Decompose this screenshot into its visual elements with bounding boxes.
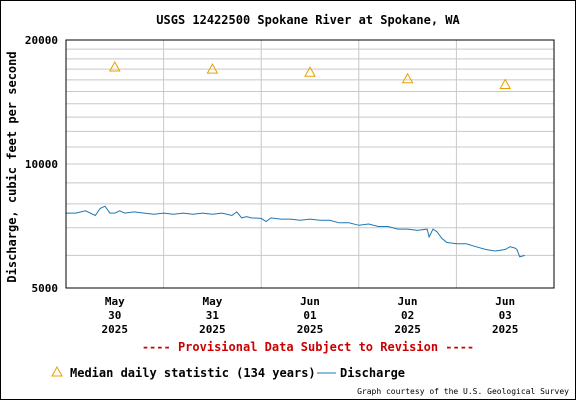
x-tick-label: 03	[499, 309, 512, 322]
discharge-series	[66, 205, 525, 258]
x-tick-label: Jun	[398, 295, 418, 308]
legend-discharge-label: Discharge	[340, 366, 405, 380]
credit-text: Graph courtesy of the U.S. Geological Su…	[357, 387, 569, 396]
y-tick-label: 20000	[25, 34, 58, 47]
x-tick-label: 2025	[297, 323, 324, 336]
plot-border	[65, 39, 555, 289]
grid-lines	[66, 39, 554, 289]
x-tick-label: 01	[303, 309, 317, 322]
x-tick-label: 2025	[102, 323, 129, 336]
median-point	[206, 63, 219, 74]
legend-median-label: Median daily statistic (134 years)	[70, 366, 316, 380]
provisional-note: ---- Provisional Data Subject to Revisio…	[142, 340, 474, 354]
x-tick-label: 31	[206, 309, 220, 322]
x-axis-ticks: May302025May312025Jun012025Jun022025Jun0…	[102, 295, 519, 336]
discharge-line	[66, 205, 525, 258]
median-point	[108, 60, 121, 72]
y-axis-ticks: 5000 10000 20000	[25, 34, 58, 295]
x-tick-label: 30	[108, 309, 121, 322]
x-tick-label: 2025	[492, 323, 519, 336]
x-tick-label: May	[105, 295, 125, 308]
legend-median-triangle-icon	[51, 365, 63, 377]
y-axis-label: Discharge, cubic feet per second	[5, 51, 19, 282]
x-tick-label: Jun	[495, 295, 515, 308]
x-tick-label: 2025	[199, 323, 226, 336]
y-tick-label: 10000	[25, 158, 58, 171]
median-point	[401, 72, 414, 84]
median-point	[304, 66, 316, 77]
x-tick-label: 02	[401, 309, 414, 322]
x-tick-label: 2025	[394, 323, 421, 336]
chart-title: USGS 12422500 Spokane River at Spokane, …	[156, 13, 460, 27]
y-tick-label: 5000	[32, 282, 59, 295]
median-point	[499, 78, 512, 89]
x-tick-label: Jun	[300, 295, 320, 308]
x-tick-label: May	[202, 295, 222, 308]
legend: Median daily statistic (134 years) Disch…	[51, 365, 405, 380]
median-series	[108, 60, 512, 89]
